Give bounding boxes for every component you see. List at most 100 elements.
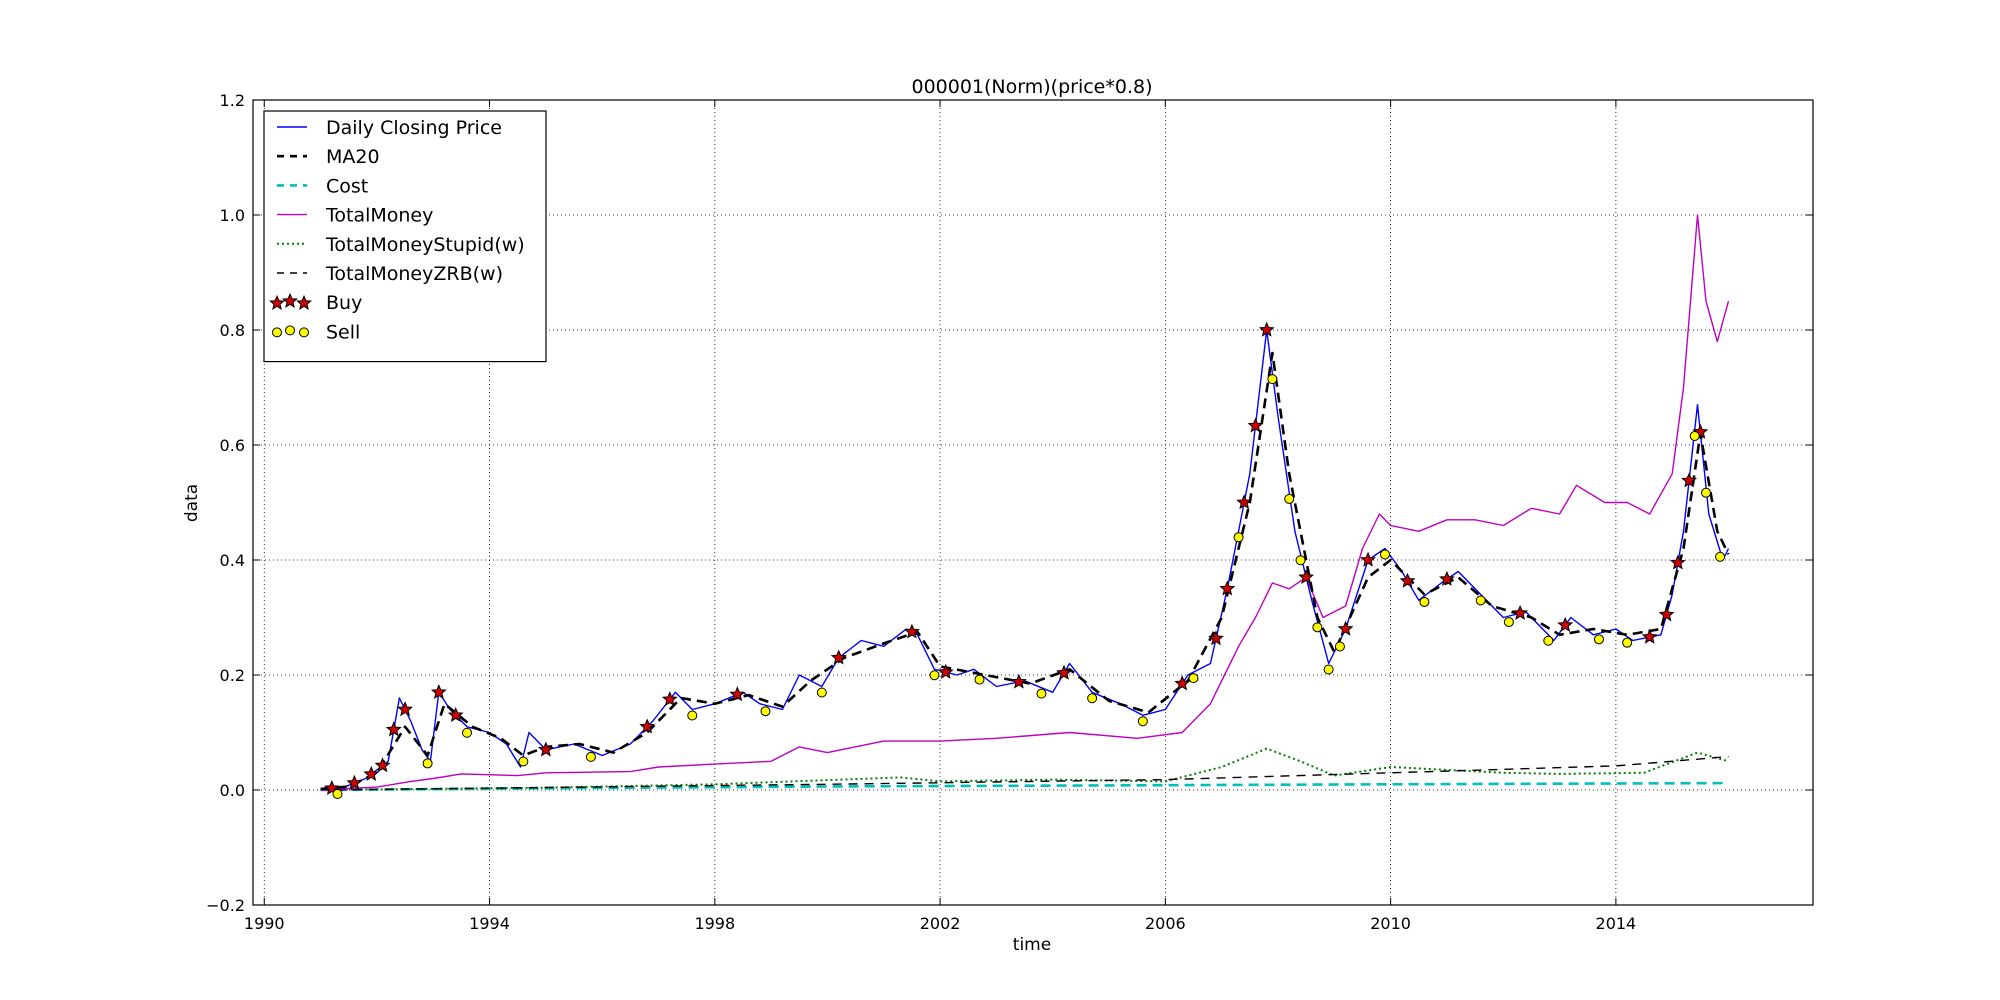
sell-marker [1379,549,1390,560]
sell-marker [1188,673,1199,684]
sell-marker [1715,551,1726,562]
buy-marker [1399,572,1416,588]
buy-marker [639,718,656,734]
y-tick-label: 0.8 [220,321,245,340]
axis-ticks: 1990 1994 1998 2002 2006 2010 2014 −0.2 0.0 0.2 0.… [206,91,1813,933]
axes-frame [252,99,1814,906]
sell-marker [1689,431,1700,442]
buy-marker [430,684,447,699]
legend-label: Sell [326,321,360,343]
buy-marker [363,765,380,781]
sell-marker [1334,641,1345,652]
buy-marker [1360,551,1376,567]
buy-marker [904,623,920,639]
sell-marker [422,758,433,769]
buy-marker [1298,569,1315,584]
x-tick-label: 1998 [694,914,735,933]
chart-title: 000001(Norm)(price*0.8) [911,76,1152,98]
legend-label: TotalMoneyZRB(w) [325,263,503,285]
buy-marker [1658,606,1675,622]
legend-label: Daily Closing Price [326,117,502,139]
x-tick-label: 1994 [469,914,510,933]
legend: Daily Closing Price MA20 Cost TotalMoney Tot… [263,110,547,363]
y-tick-label: 0.2 [220,666,245,685]
legend-label: Buy [326,292,362,314]
sell-marker [1419,596,1430,607]
sell-marker [687,710,698,721]
sell-marker [760,706,771,717]
x-axis-label: time [1013,935,1051,955]
buy-marker [1512,604,1529,620]
sell-marker [518,756,529,767]
buy-marker [346,774,363,790]
buy-marker [1056,664,1072,680]
legend-label: Cost [326,175,368,197]
legend-circle-icon [285,325,295,336]
buy-marker [1557,616,1574,632]
sell-marker [1312,622,1323,633]
sell-marker [462,727,473,738]
y-tick-label: 0.0 [220,781,245,800]
legend-label: TotalMoneyStupid(w) [325,234,525,256]
y-tick-label: 0.6 [220,436,245,455]
buy-marker [1011,673,1027,689]
sell-marker [929,670,940,681]
sell-marker [1700,487,1711,498]
legend-circle-icon [272,327,282,338]
buy-marker [1641,628,1658,644]
legend-circle-icon [299,327,309,338]
sell-marker [1087,693,1098,704]
buy-marker [1258,321,1275,337]
series-line-cost [320,781,1729,792]
plot-area [320,214,1730,799]
sell-marker [1622,637,1633,648]
y-axis-label: data [182,484,202,522]
sell-marker [1036,688,1047,699]
buy-marker [1337,620,1354,636]
buy-marker [1236,494,1253,510]
sell-marker [332,788,343,799]
buy-marker [1692,423,1709,439]
sell-marker [1543,635,1554,646]
y-tick-label: 1.0 [220,206,245,225]
series-line-totalmoneyzrb-w [320,755,1729,791]
x-tick-label: 2002 [920,914,961,933]
legend-label: TotalMoney [325,205,433,227]
buy-marker [1219,580,1236,596]
series-line-totalmoney [320,214,1730,791]
buy-marker [385,721,402,737]
sell-marker [585,751,596,762]
sell-marker [1475,595,1486,606]
sell-marker [1295,555,1306,566]
legend-box [263,110,547,363]
buy-marker [1439,570,1455,586]
buy-marker [830,649,847,665]
buy-marker [447,707,464,722]
buy-marker [1174,675,1191,691]
sell-marker [1284,493,1295,504]
sell-marker [1593,634,1604,645]
buy-marker [729,686,746,702]
legend-star-icon [282,292,298,308]
x-tick-label: 2014 [1596,914,1637,933]
buy-marker [1669,554,1686,570]
series-line-ma20 [320,351,1730,791]
legend-star-icon [269,294,285,310]
legend-label: MA20 [326,146,380,168]
sell-marker [1323,664,1334,675]
x-tick-label: 2006 [1145,914,1186,933]
y-tick-label: 0.4 [220,551,245,570]
buy-marker [661,691,678,707]
sell-marker [1233,532,1244,543]
x-tick-label: 2010 [1370,914,1411,933]
sell-marker [974,674,985,685]
sell-marker [1503,617,1514,628]
buy-marker [937,663,954,679]
buy-marker [1247,417,1264,433]
x-tick-label: 1990 [244,914,285,933]
buy-marker [1208,630,1224,646]
buy-marker [537,741,554,757]
legend-star-icon [296,294,312,310]
sell-marker [1137,716,1148,727]
